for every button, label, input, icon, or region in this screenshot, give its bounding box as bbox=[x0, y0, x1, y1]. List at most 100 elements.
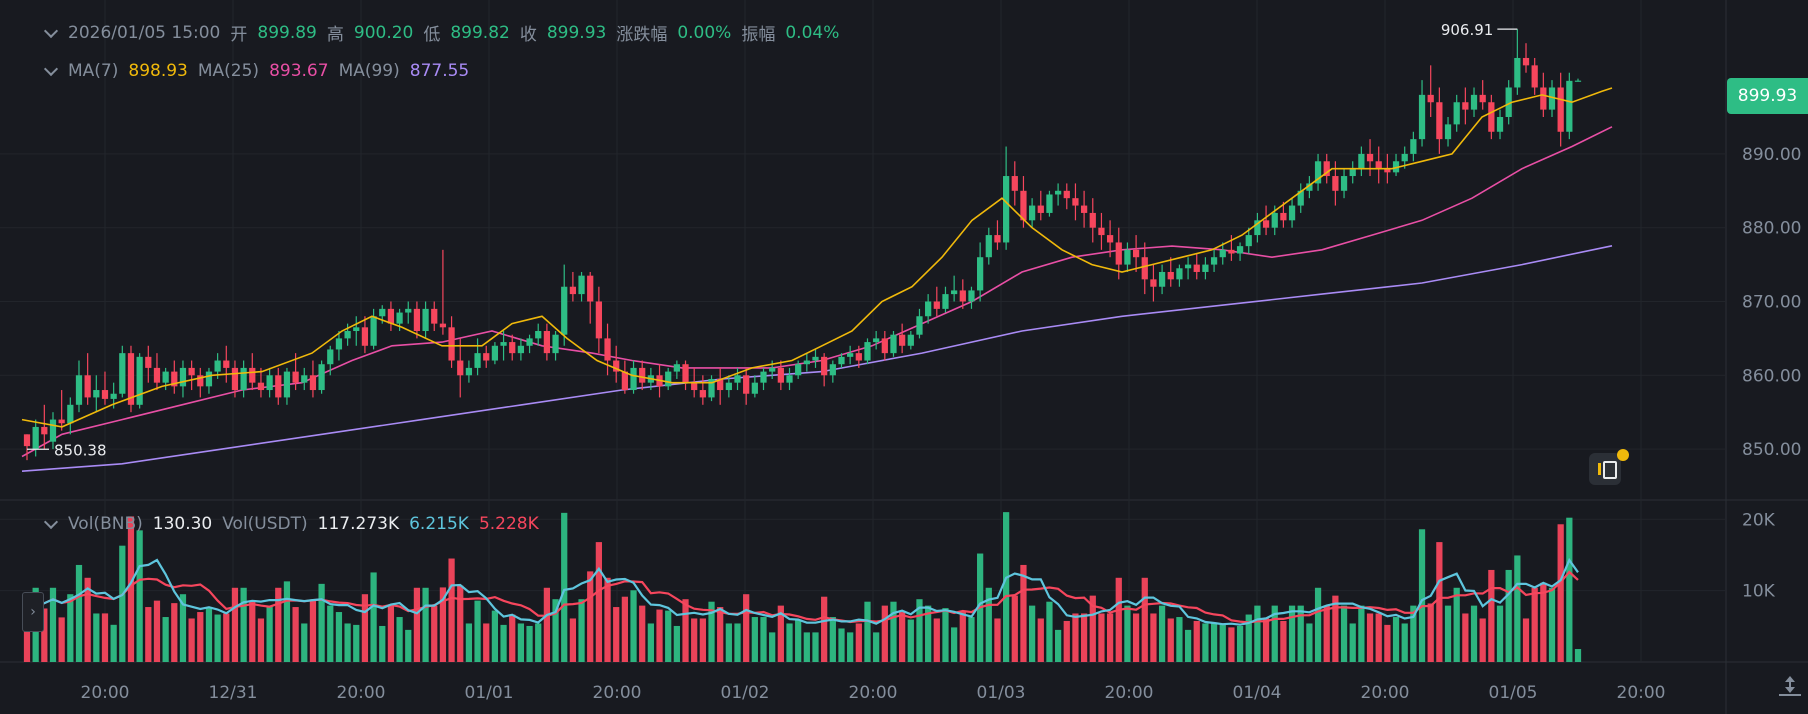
volume-bar bbox=[552, 599, 559, 662]
volume-bar bbox=[1141, 577, 1148, 662]
volume-bar bbox=[1184, 629, 1192, 662]
volume-bar bbox=[283, 581, 291, 662]
volume-bar bbox=[656, 609, 663, 662]
candle-body bbox=[717, 378, 724, 391]
volume-bar bbox=[517, 623, 525, 662]
chevron-down-icon[interactable] bbox=[43, 61, 59, 77]
time-tick-label: 20:00 bbox=[337, 683, 386, 703]
ma99-value: 877.55 bbox=[409, 61, 470, 81]
volume-bar bbox=[1505, 569, 1512, 662]
candle-body bbox=[1574, 80, 1582, 82]
candle-body bbox=[1366, 153, 1374, 162]
volume-bar bbox=[1470, 605, 1478, 662]
candle-body bbox=[578, 275, 585, 295]
candle-body bbox=[786, 375, 793, 383]
candle-body bbox=[821, 356, 828, 376]
volume-bar bbox=[465, 623, 473, 662]
volume-bar bbox=[708, 601, 715, 662]
chevron-down-icon[interactable] bbox=[43, 23, 59, 38]
candle-body bbox=[587, 275, 594, 302]
amplitude-label: 振幅 bbox=[741, 25, 776, 45]
candle-body bbox=[1280, 212, 1287, 221]
volume-bar bbox=[578, 599, 585, 662]
low-value: 899.82 bbox=[450, 22, 510, 43]
chevron-down-icon[interactable] bbox=[43, 514, 59, 530]
volume-bar bbox=[873, 632, 880, 662]
volume-bar bbox=[1557, 524, 1564, 662]
candle-body bbox=[1470, 94, 1478, 110]
volume-bar bbox=[968, 617, 975, 662]
candle-body bbox=[474, 353, 481, 368]
candle-body bbox=[1063, 190, 1070, 199]
volume-bar bbox=[1574, 649, 1582, 662]
flag-note-icon[interactable] bbox=[1589, 449, 1629, 485]
candle-body bbox=[93, 390, 100, 398]
candle-body bbox=[127, 353, 135, 405]
datetime: 2026/01/05 15:00 bbox=[68, 22, 221, 43]
volume-bar bbox=[275, 587, 282, 662]
vol-bnb-value: 130.30 bbox=[152, 514, 213, 534]
expand-panel-icon[interactable]: › bbox=[22, 592, 44, 632]
candle-body bbox=[743, 375, 750, 394]
price-tick-label: 890.00 bbox=[1742, 145, 1801, 165]
volume-bar bbox=[1210, 623, 1218, 662]
candle-body bbox=[1141, 257, 1148, 280]
candle-body bbox=[1228, 249, 1235, 254]
candle-body bbox=[318, 364, 325, 391]
candle-body bbox=[58, 419, 65, 424]
candle-body bbox=[517, 345, 525, 354]
volume-bar bbox=[179, 594, 187, 662]
candle-body bbox=[1531, 65, 1538, 88]
candle-body bbox=[1046, 194, 1053, 213]
time-tick-label: 20:00 bbox=[1105, 683, 1154, 703]
volume-bar bbox=[604, 577, 611, 662]
price-tick-label: 880.00 bbox=[1742, 219, 1801, 239]
time-tick-label: 01/05 bbox=[1489, 683, 1538, 703]
candle-body bbox=[1410, 139, 1417, 154]
candle-body bbox=[951, 290, 958, 295]
volume-bar bbox=[1167, 618, 1174, 662]
volume-bar bbox=[587, 571, 594, 662]
volume-bar bbox=[1028, 605, 1036, 662]
candle-body bbox=[162, 371, 169, 383]
candle-body bbox=[465, 367, 473, 376]
volume-bar bbox=[93, 613, 100, 662]
open-label: 开 bbox=[230, 25, 248, 45]
volume-tick-label: 10K bbox=[1742, 582, 1776, 602]
candle-body bbox=[249, 367, 256, 383]
candle-body bbox=[1427, 94, 1434, 103]
volume-bar bbox=[890, 601, 897, 662]
volume-bar bbox=[734, 623, 741, 662]
ma7-line bbox=[21, 87, 1613, 428]
candle-body bbox=[1505, 87, 1512, 118]
volume-bar bbox=[41, 608, 48, 662]
volume-bar bbox=[145, 607, 152, 662]
volume-bar bbox=[361, 594, 369, 662]
current-price-tag: 899.93 bbox=[1727, 78, 1808, 114]
volume-bar bbox=[994, 618, 1001, 662]
volume-bar bbox=[1280, 620, 1287, 662]
candle-body bbox=[1540, 87, 1547, 110]
volume-bar bbox=[431, 605, 438, 662]
candle-body bbox=[179, 367, 187, 387]
reset-scale-icon[interactable] bbox=[1779, 676, 1801, 698]
candle-body bbox=[119, 353, 126, 394]
volume-bar bbox=[1202, 623, 1209, 662]
candle-body bbox=[1193, 264, 1200, 272]
candle-body bbox=[985, 235, 992, 258]
volume-bar bbox=[223, 613, 230, 662]
candle-body bbox=[942, 294, 949, 309]
close-label: 收 bbox=[519, 25, 537, 45]
candle-body bbox=[483, 353, 490, 361]
candle-body bbox=[838, 356, 845, 365]
volume-bar bbox=[1488, 569, 1495, 662]
vol-bnb-label: Vol(BNB) bbox=[68, 514, 143, 534]
candle-body bbox=[734, 375, 741, 383]
candle-body bbox=[1184, 264, 1192, 269]
vol-usdt-value: 117.273K bbox=[317, 514, 400, 534]
volume-bar bbox=[1245, 614, 1252, 662]
candle-body bbox=[1557, 87, 1564, 132]
ohlc-header: 2026/01/05 15:00 开 899.89 高 900.20 低 899… bbox=[43, 20, 849, 45]
vol-ma2-value: 5.228K bbox=[478, 514, 539, 534]
